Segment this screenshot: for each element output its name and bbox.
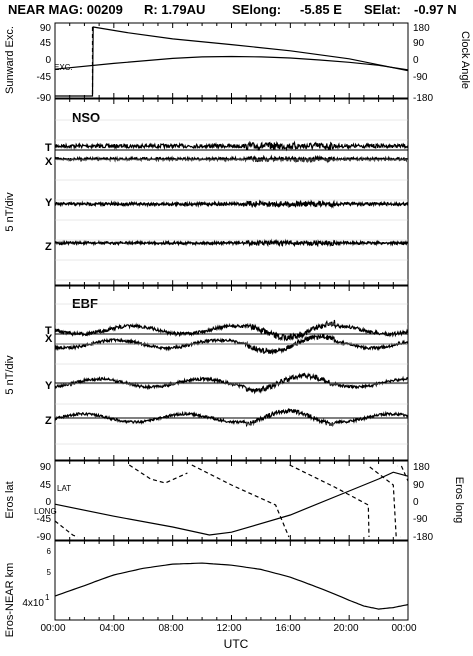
ebf-component-label: Y	[45, 380, 53, 392]
nso-ylabel: 5 nT/div	[4, 192, 16, 232]
clock-ytick: 0	[413, 55, 419, 66]
x-tick-label: 00:00	[40, 623, 65, 634]
ebf-ylabel: 5 nT/div	[4, 355, 16, 395]
lat-ytick: 90	[40, 462, 52, 473]
trace-x	[54, 333, 409, 355]
lat-annotation: LAT	[57, 484, 71, 493]
eros-long-line	[128, 464, 188, 484]
panel-frame	[54, 98, 409, 286]
panel-exc-clock: Sunward Exc. Clock Angle 90 45 0 -45 -90…	[4, 23, 471, 104]
ebf-component-label: Z	[45, 415, 52, 427]
x-axis: 00:00 04:00 08:00 12:00 16:00 20:00 00:0…	[40, 623, 416, 651]
trace-z	[54, 238, 409, 248]
header-selat-label: SElat:	[364, 2, 401, 17]
long-ytick: 0	[413, 497, 419, 508]
panel-frames	[54, 22, 409, 621]
lat-ytick: -45	[37, 514, 52, 525]
clock-ytick: -180	[413, 93, 433, 104]
nso-panel-label: NSO	[72, 110, 100, 125]
panel-frame	[54, 460, 409, 541]
trace-t	[54, 140, 409, 152]
eros-lat-ylabel: Eros lat	[4, 481, 16, 518]
exc-ylabel-left: Sunward Exc.	[4, 26, 16, 94]
ebf-panel-label: EBF	[72, 296, 98, 311]
eros-near-distance-line	[54, 562, 409, 610]
x-tick-label: 16:00	[275, 623, 300, 634]
nso-component-label: X	[45, 156, 53, 168]
lat-ytick: 0	[45, 497, 51, 508]
eros-long-line	[191, 464, 290, 538]
x-tick-label: 12:00	[216, 623, 241, 634]
x-tick-label: 20:00	[333, 623, 358, 634]
header-selong-label: SElong:	[232, 2, 281, 17]
ebf-component-label: T	[45, 325, 52, 337]
panel-eros-near-km: Eros-NEAR km 6 5 4x10 1	[4, 547, 409, 638]
ebf-series	[54, 303, 409, 445]
exc-clock-series	[54, 26, 409, 97]
x-tick-label: 04:00	[99, 623, 124, 634]
eros-lat-line	[54, 471, 409, 536]
header-distance: R: 1.79AU	[144, 2, 205, 17]
header-selong-value: -5.85 E	[300, 2, 342, 17]
nso-component-label: Y	[45, 197, 53, 209]
km-ytick: 4x10	[22, 598, 44, 609]
trace-y	[54, 199, 409, 209]
clock-angle-line	[55, 26, 409, 97]
exc-ytick: 90	[40, 23, 52, 34]
panel-nso: NSO 5 nT/div T X Y Z	[4, 110, 409, 281]
long-annotation: LONG	[34, 507, 57, 516]
clock-ytick: 90	[413, 38, 425, 49]
eros-latlong-series	[54, 464, 409, 538]
trace-z	[54, 408, 409, 428]
exc-ytick: 0	[45, 55, 51, 66]
lat-ytick: -90	[37, 532, 52, 543]
eros-long-line	[369, 466, 397, 538]
exc-ytick: -45	[37, 72, 52, 83]
km-ytick: 5	[47, 568, 52, 577]
panel-frame	[54, 285, 409, 461]
nso-component-label: Z	[45, 241, 52, 253]
clock-ytick: -90	[413, 72, 428, 83]
header-title: NEAR MAG: 00209	[8, 2, 123, 17]
header-selat-value: -0.97 N	[414, 2, 457, 17]
nso-series	[54, 119, 409, 281]
x-axis-label: UTC	[224, 637, 249, 651]
long-ytick: -180	[413, 532, 433, 543]
exc-ytick: -90	[37, 93, 52, 104]
clock-ytick: 180	[413, 23, 430, 34]
eros-near-series	[54, 562, 409, 610]
eros-long-line	[54, 520, 79, 538]
km-ytick-exponent: 1	[45, 593, 50, 602]
x-tick-label: 00:00	[391, 623, 416, 634]
long-ytick: 180	[413, 462, 430, 473]
nso-component-label: T	[45, 142, 52, 154]
exc-annotation: EXC.	[54, 63, 73, 72]
km-ytick: 6	[47, 547, 52, 556]
exc-line	[54, 55, 409, 71]
x-tick-label: 08:00	[158, 623, 183, 634]
eros-long-line	[400, 465, 409, 482]
panel-ebf: EBF 5 nT/div T X Y Z	[4, 296, 409, 445]
exc-ylabel-right: Clock Angle	[459, 31, 471, 89]
panel-eros-latlong: Eros lat Eros long 90 45 0 -45 -90 180 9…	[4, 462, 465, 543]
lat-ytick: 45	[40, 480, 52, 491]
trace-x	[54, 154, 409, 164]
panel-frame	[54, 540, 409, 621]
eros-long-ylabel: Eros long	[453, 477, 465, 523]
eros-long-line	[289, 464, 370, 538]
long-ytick: 90	[413, 480, 425, 491]
exc-ytick: 45	[40, 38, 52, 49]
long-ytick: -90	[413, 514, 428, 525]
ebf-component-label: X	[45, 333, 53, 345]
eros-near-ylabel: Eros-NEAR km	[4, 563, 16, 638]
trace-t	[54, 319, 409, 342]
